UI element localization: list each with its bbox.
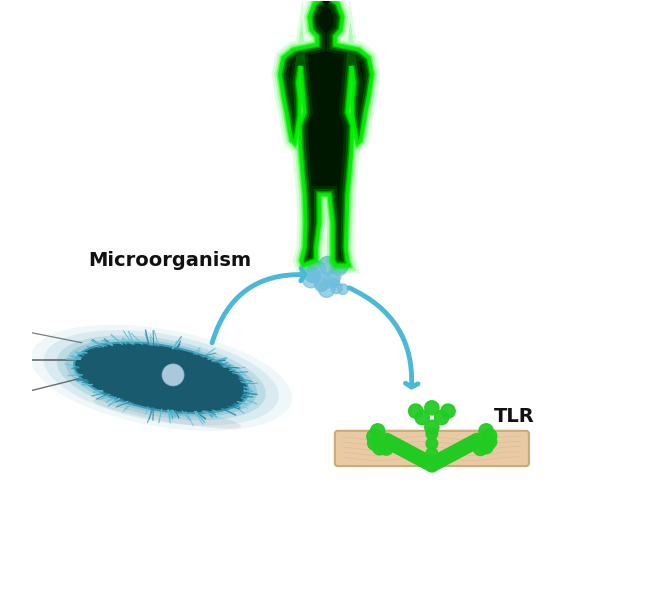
Circle shape [425,457,438,470]
Circle shape [425,457,438,470]
Ellipse shape [57,336,266,420]
Circle shape [419,454,432,468]
Circle shape [412,450,426,465]
Circle shape [424,457,439,472]
Circle shape [307,270,320,282]
Circle shape [319,281,334,297]
Circle shape [479,424,493,438]
Circle shape [327,269,341,283]
Circle shape [457,440,471,454]
Text: TLR: TLR [494,407,535,426]
Circle shape [425,457,438,470]
Circle shape [428,456,442,470]
Circle shape [434,452,449,466]
Circle shape [470,433,484,447]
Circle shape [415,452,429,466]
Circle shape [409,404,422,418]
Circle shape [425,457,438,470]
Ellipse shape [31,325,292,431]
Circle shape [402,446,417,460]
Circle shape [379,441,393,455]
Circle shape [425,457,438,470]
Circle shape [399,444,413,458]
Circle shape [370,424,385,438]
Circle shape [303,271,319,288]
Circle shape [331,282,342,294]
Circle shape [331,259,348,275]
Circle shape [379,433,394,447]
Circle shape [441,404,455,418]
Circle shape [335,258,346,269]
Circle shape [424,401,439,415]
Circle shape [441,449,455,463]
Circle shape [434,410,449,425]
Circle shape [314,272,332,290]
Ellipse shape [74,343,248,413]
Circle shape [324,271,340,287]
Circle shape [330,279,339,288]
Circle shape [482,428,497,443]
Circle shape [454,442,468,456]
Circle shape [162,364,184,385]
Circle shape [331,259,339,268]
Circle shape [426,447,437,459]
Ellipse shape [93,398,241,428]
Circle shape [367,429,381,444]
Circle shape [426,457,437,469]
Ellipse shape [44,330,279,426]
Text: Microorganism: Microorganism [89,251,252,269]
Circle shape [425,457,438,470]
Circle shape [482,434,497,449]
Circle shape [406,447,420,462]
Circle shape [393,440,407,454]
Circle shape [425,457,438,470]
Circle shape [447,446,462,460]
Circle shape [386,437,400,451]
Circle shape [334,259,349,273]
Circle shape [460,439,475,453]
Circle shape [304,267,320,282]
Circle shape [304,258,318,272]
Circle shape [479,440,493,454]
Circle shape [425,458,438,471]
Circle shape [473,441,488,456]
Circle shape [319,256,336,274]
Circle shape [415,410,429,425]
Circle shape [422,456,436,470]
Circle shape [308,261,326,278]
Circle shape [368,436,382,450]
Circle shape [338,284,348,294]
Ellipse shape [65,339,257,417]
Circle shape [444,447,458,462]
Circle shape [467,435,481,449]
Circle shape [437,450,452,465]
Circle shape [425,457,438,470]
Circle shape [424,457,439,472]
Circle shape [426,438,437,449]
Circle shape [464,437,478,451]
Polygon shape [280,0,372,265]
Circle shape [383,435,397,449]
FancyBboxPatch shape [335,431,529,466]
Circle shape [451,444,465,458]
Circle shape [396,442,410,456]
Circle shape [425,458,438,471]
Circle shape [426,428,437,440]
Circle shape [424,420,439,434]
Circle shape [372,440,387,455]
Circle shape [315,278,328,291]
Circle shape [389,439,404,453]
Circle shape [425,457,438,470]
Circle shape [425,458,438,470]
Circle shape [409,449,422,463]
Circle shape [431,454,445,468]
